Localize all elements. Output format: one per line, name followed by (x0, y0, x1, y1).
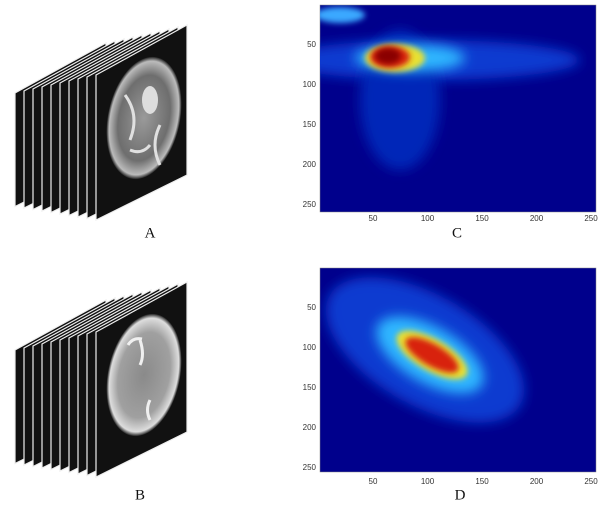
x-tick-label: 150 (475, 477, 489, 486)
panel-label: B (135, 487, 145, 503)
x-tick-label: 250 (584, 214, 598, 223)
y-tick-label: 150 (303, 120, 317, 129)
y-tick-label: 50 (307, 40, 316, 49)
y-tick-label: 50 (307, 303, 316, 312)
y-tick-label: 200 (303, 160, 317, 169)
x-tick-label: 200 (530, 477, 544, 486)
y-tick-label: 250 (303, 200, 317, 209)
y-tick-label: 100 (303, 343, 317, 352)
heatmap (319, 4, 597, 213)
panel-label: D (455, 487, 466, 503)
brain-detail (126, 337, 152, 421)
x-tick-label: 200 (530, 214, 544, 223)
panel-label: A (145, 225, 156, 241)
x-tick-label: 50 (369, 214, 378, 223)
brain-detail (123, 94, 162, 166)
brain-slice (106, 56, 182, 180)
x-tick-label: 150 (475, 214, 489, 223)
y-tick-label: 200 (303, 423, 317, 432)
x-tick-label: 100 (421, 214, 435, 223)
heatmap (319, 267, 597, 473)
brain-detail (142, 86, 158, 114)
panel-label: C (452, 225, 462, 241)
brain-slice (106, 313, 182, 437)
y-tick-label: 250 (303, 463, 317, 472)
x-tick-label: 250 (584, 477, 598, 486)
x-tick-label: 100 (421, 477, 435, 486)
x-tick-label: 50 (369, 477, 378, 486)
y-tick-label: 100 (303, 80, 317, 89)
y-tick-label: 150 (303, 383, 317, 392)
